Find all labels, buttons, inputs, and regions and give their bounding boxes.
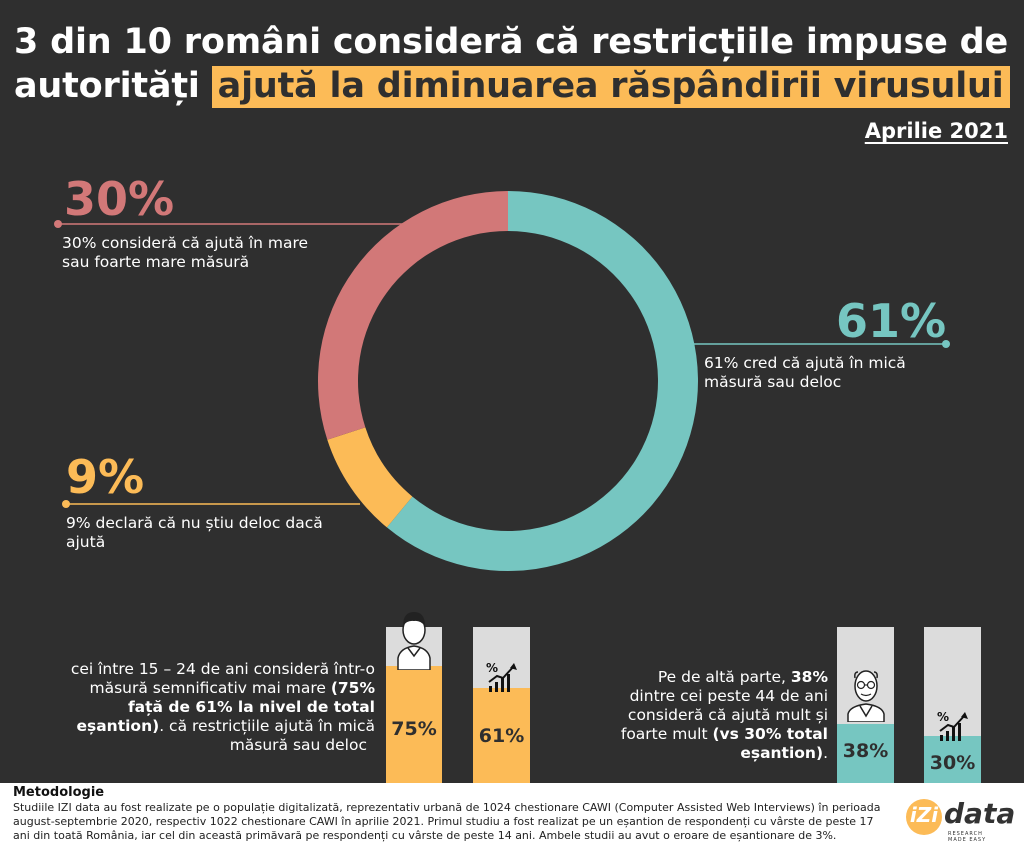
title-highlight: ajută la diminuarea răspândirii virusulu… (211, 66, 1010, 108)
young-bar-2-fill (473, 687, 530, 783)
pct-30-description: 30% consideră că ajută în mare sau foart… (62, 234, 308, 272)
old-line1: Pe de altă parte, 38% (657, 668, 828, 686)
pct-61-line1: 61% cred că ajută în mică (704, 354, 906, 372)
svg-text:%: % (937, 710, 949, 724)
growth-chart-icon: % (486, 661, 517, 692)
pct-30-line2: sau foarte mare măsură (62, 253, 250, 271)
young-person-icon (397, 612, 431, 670)
pct-61-value: 61% (836, 294, 947, 348)
methodology-footer: Metodologie Studiile IZI data au fost re… (0, 783, 1024, 858)
old-line3: consideră că ajută mult și (627, 706, 828, 724)
methodology-title: Metodologie (13, 785, 105, 800)
donut-slice-61 (386, 191, 698, 571)
pct-30-line1: 30% consideră că ajută în mare (62, 234, 309, 252)
donut-slice-30 (317, 191, 508, 440)
svg-text:%: % (486, 661, 498, 675)
report-date: Aprilie 2021 (864, 119, 1008, 143)
leader-dot-30 (54, 220, 62, 228)
old-group-text: Pe de altă parte, 38% dintre cei peste 4… (560, 668, 828, 763)
logo-word: data (944, 797, 1016, 830)
logo-circle (906, 799, 942, 835)
pct-9-line2: ajută (66, 533, 106, 551)
title-line-2: autorități ajută la diminuarea răspândir… (14, 66, 1010, 108)
old-line4: foarte mult (vs 30% total (620, 725, 828, 743)
donut-slice-9 (327, 427, 413, 528)
young-line2: măsură semnificativ mai mare (75% (89, 679, 375, 697)
old-bar-2-fill (924, 736, 981, 783)
leader-dot-61 (942, 340, 950, 348)
old-bar-1-label: 38% (842, 740, 889, 762)
pct-9-line1: 9% declară că nu știu deloc dacă (66, 514, 323, 532)
young-bar-1-label: 75% (391, 718, 437, 740)
logo-i: iZi (909, 803, 939, 827)
pct-61-description: 61% cred că ajută în mică măsură sau del… (704, 354, 906, 392)
pct-9-description: 9% declară că nu știu deloc dacă ajută (66, 514, 323, 552)
young-bar-1-fill (386, 666, 442, 783)
growth-chart-icon-2: % (937, 710, 968, 741)
donut-chart (54, 191, 950, 571)
old-bar-1-fill (837, 723, 894, 783)
methodology-text: Studiile IZI data au fost realizate pe o… (13, 801, 881, 842)
leader-dot-9 (62, 500, 70, 508)
pct-61-line2: măsură sau deloc (704, 373, 842, 391)
old-line2: dintre cei peste 44 de ani (629, 687, 828, 705)
izi-data-logo: iZi data RESEARCH MADE EASY (906, 797, 1015, 843)
pct-9-value: 9% (66, 450, 145, 504)
older-person-icon (847, 670, 885, 722)
young-line4: eșantion). că restricțiile ajută în mică (76, 717, 375, 735)
logo-tagline: RESEARCH MADE EASY (948, 831, 987, 843)
old-bar-2-label: 30% (929, 752, 976, 774)
title-plain: autorități (14, 66, 200, 106)
pct-30-value: 30% (64, 172, 175, 226)
old-line5: eșantion). (740, 744, 828, 762)
young-line1: cei între 15 – 24 de ani consideră într-… (70, 660, 375, 678)
young-line5: măsură sau deloc (229, 736, 367, 754)
young-group-text: cei între 15 – 24 de ani consideră într-… (30, 660, 375, 755)
title-line-1: 3 din 10 români consideră că restricțiil… (14, 22, 1009, 62)
young-bar-2-label: 61% (478, 725, 525, 747)
young-line3: față de 61% la nivel de total (127, 698, 375, 716)
